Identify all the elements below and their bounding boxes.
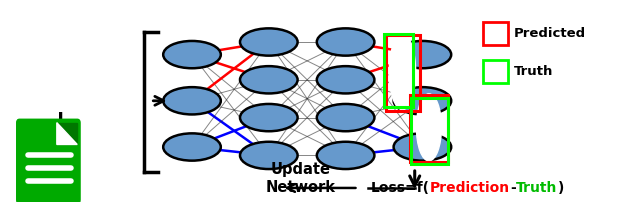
Bar (483, 22, 508, 45)
Text: +: + (49, 108, 72, 136)
Ellipse shape (317, 104, 374, 131)
Text: Network: Network (266, 180, 336, 195)
Bar (412, 98, 448, 164)
Ellipse shape (317, 28, 374, 56)
Ellipse shape (240, 104, 298, 131)
Bar (384, 34, 413, 107)
Text: Truth: Truth (514, 65, 554, 78)
Text: Prediction: Prediction (430, 181, 510, 195)
Ellipse shape (389, 34, 416, 110)
Ellipse shape (417, 94, 442, 161)
Ellipse shape (394, 133, 451, 161)
Ellipse shape (317, 66, 374, 93)
Ellipse shape (240, 66, 298, 93)
Ellipse shape (394, 87, 451, 114)
Text: Predicted: Predicted (514, 27, 586, 40)
Text: ): ) (557, 181, 564, 195)
Text: Update: Update (271, 163, 331, 177)
Text: Loss=f(: Loss=f( (371, 181, 430, 195)
Polygon shape (57, 123, 77, 144)
Ellipse shape (240, 28, 298, 56)
Ellipse shape (317, 142, 374, 169)
Ellipse shape (394, 41, 451, 68)
FancyBboxPatch shape (17, 119, 80, 203)
Ellipse shape (26, 25, 61, 88)
Bar (410, 95, 448, 162)
Ellipse shape (163, 41, 221, 68)
Bar (387, 35, 420, 111)
Text: -: - (510, 181, 516, 195)
Polygon shape (57, 123, 77, 144)
Ellipse shape (163, 133, 221, 161)
Bar (483, 60, 508, 83)
Ellipse shape (11, 12, 29, 35)
Ellipse shape (240, 142, 298, 169)
Ellipse shape (163, 87, 221, 114)
Text: Truth: Truth (516, 181, 557, 195)
